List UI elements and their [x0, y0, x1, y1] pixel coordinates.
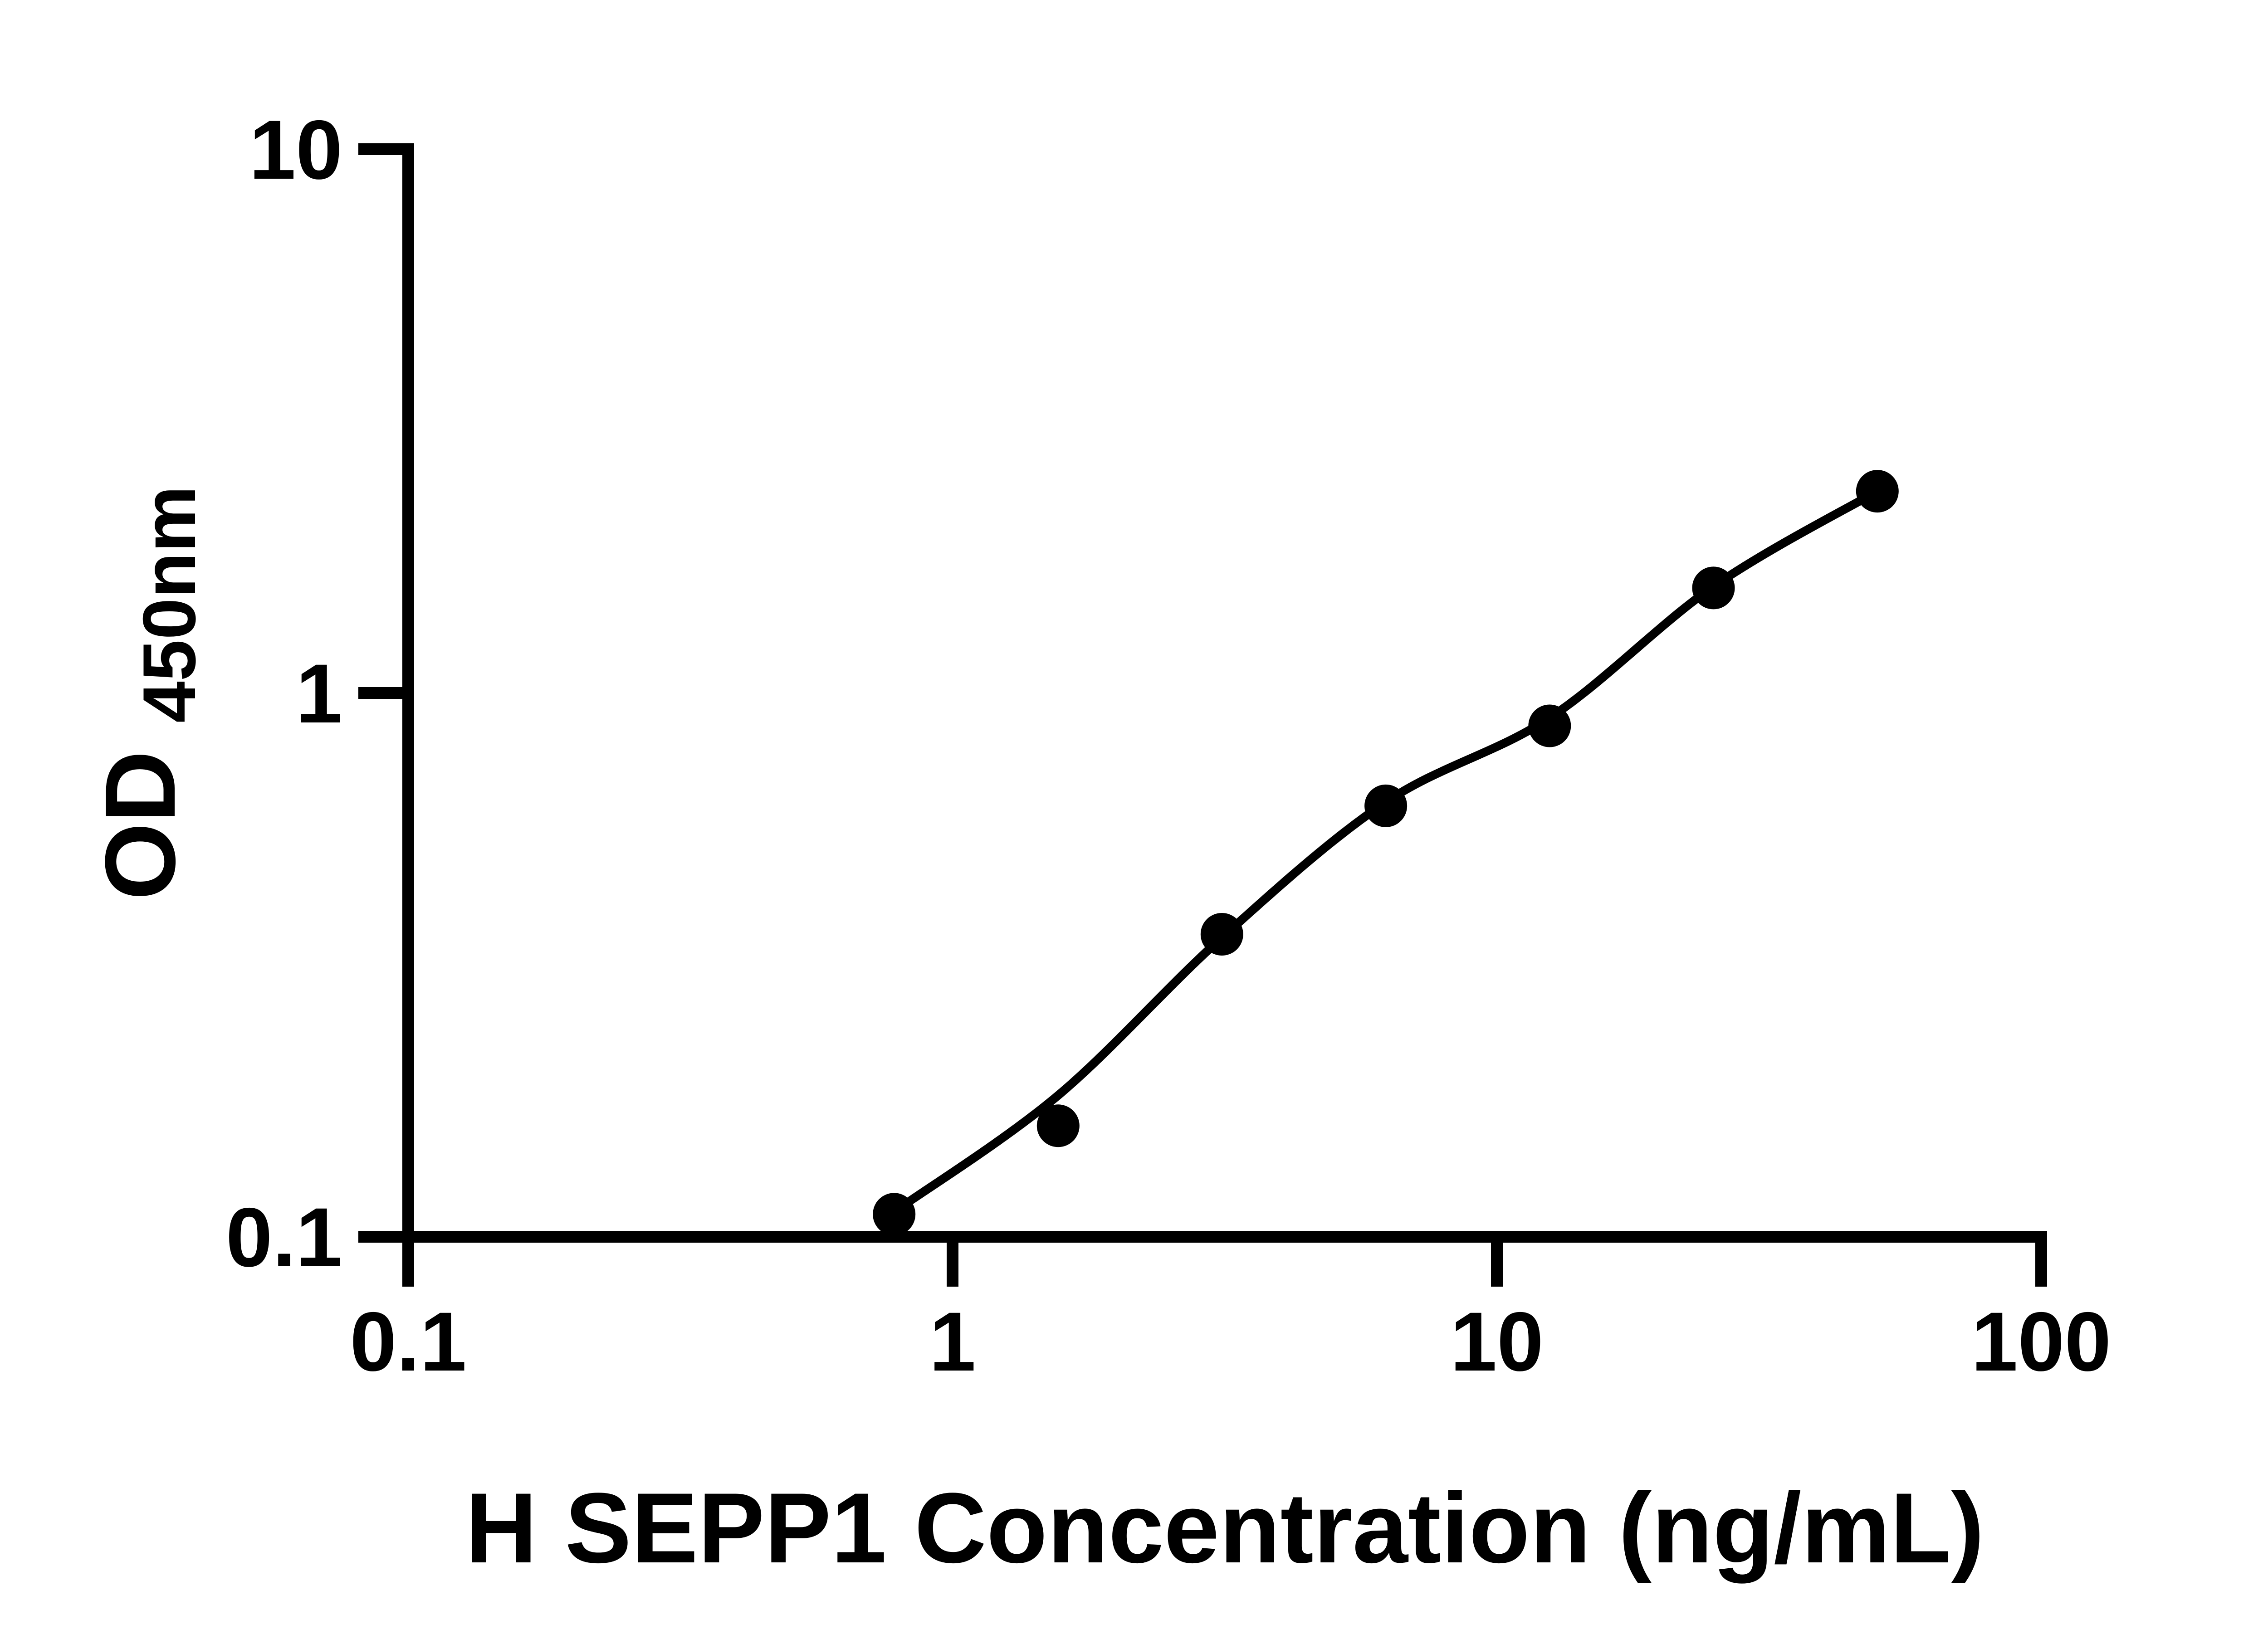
y-axis-title: OD 450nm	[84, 486, 211, 900]
x-tick-label: 10	[1450, 1295, 1544, 1389]
data-point	[873, 1193, 916, 1236]
y-tick-label: 0.1	[226, 1191, 342, 1284]
y-axis-title-subscript: 450nm	[127, 486, 211, 723]
y-axis-title-main: OD	[84, 751, 196, 900]
data-point	[1528, 704, 1571, 747]
data-point	[1692, 566, 1735, 610]
x-tick-label: 1	[929, 1295, 976, 1389]
data-point	[1036, 1104, 1080, 1147]
data-point	[1200, 913, 1243, 956]
data-point	[1856, 470, 1899, 513]
y-tick-label: 10	[249, 103, 342, 197]
x-axis-title: H SEPP1 Concentration (ng/mL)	[465, 1472, 1984, 1584]
axis-spine	[358, 143, 2047, 1287]
data-point	[1364, 784, 1408, 827]
y-tick-label: 1	[296, 647, 342, 741]
x-tick-label: 0.1	[350, 1295, 466, 1389]
x-tick-label: 100	[1971, 1295, 2112, 1389]
